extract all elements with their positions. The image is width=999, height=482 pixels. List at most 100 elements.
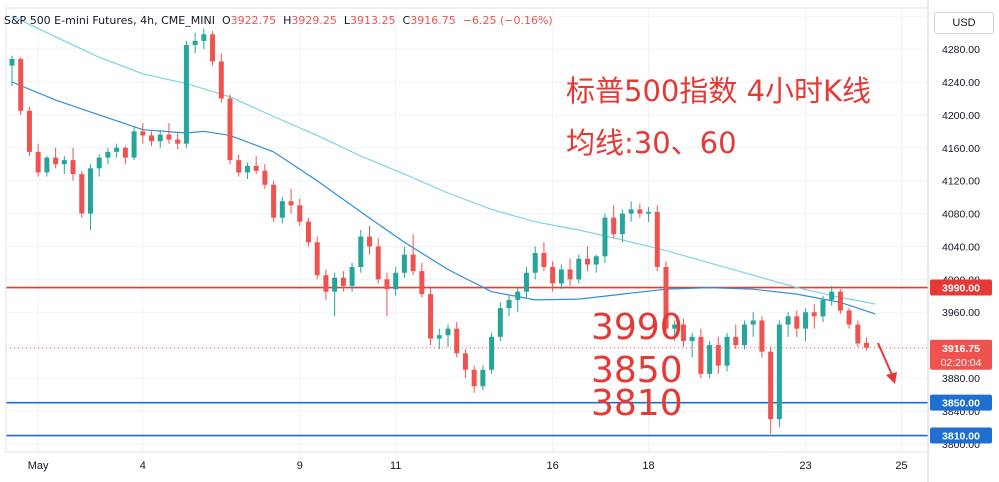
candle-body: [593, 256, 599, 265]
candle-body: [628, 209, 634, 214]
price-tick-label: 4040.00: [942, 241, 980, 253]
candle-body: [480, 369, 486, 387]
axis-labels: 4320.004280.004240.004200.004160.004120.…: [28, 11, 992, 472]
price-tick-label: 4240.00: [942, 77, 980, 89]
candle-body: [18, 58, 24, 111]
price-tick-label: 4160.00: [942, 143, 980, 155]
ma-30-line: [11, 81, 876, 315]
candle-body: [619, 213, 625, 235]
close-value: 3916.75: [410, 14, 456, 27]
price-tick-label: 3960.00: [942, 307, 980, 319]
candle-body: [79, 174, 85, 214]
horizontal-levels: [6, 286, 928, 437]
candle-body: [253, 165, 259, 171]
level-price-tag: [930, 279, 992, 296]
candle-body: [672, 324, 678, 329]
candle-body: [515, 291, 521, 300]
candle-body: [375, 246, 381, 280]
candle-body: [489, 336, 495, 370]
time-tick-label: May: [28, 460, 49, 472]
candle-body: [829, 291, 835, 300]
level-price-tag: [930, 394, 992, 411]
candle-body: [820, 299, 826, 317]
candle-body: [741, 324, 747, 346]
time-tick-label: 25: [895, 460, 907, 472]
time-tick-label: 11: [390, 460, 401, 472]
open-label: O: [221, 14, 231, 27]
candle-body: [454, 328, 460, 354]
price-tick-label: 4200.00: [942, 110, 980, 122]
candle-body: [724, 336, 730, 366]
candle-body: [288, 201, 294, 206]
candle-body: [768, 351, 774, 420]
candle-body: [35, 151, 41, 173]
candle-body: [26, 110, 32, 152]
candle-body: [776, 324, 782, 420]
high-label: H: [283, 14, 292, 27]
candle-body: [175, 139, 181, 144]
candle-body: [759, 320, 765, 352]
candle-body: [523, 272, 529, 292]
candles: [9, 28, 897, 434]
candle-body: [646, 211, 652, 214]
candle-body: [149, 135, 155, 142]
close-label: C: [402, 14, 411, 27]
price-tick-label: 3880.00: [942, 373, 980, 385]
candle-body: [567, 269, 573, 280]
time-tick-label: 9: [297, 460, 303, 472]
price-tick-label: 4120.00: [942, 176, 980, 188]
candle-body: [680, 324, 686, 341]
price-tick-label: 4080.00: [942, 209, 980, 221]
time-tick-label: 4: [140, 460, 146, 472]
candle-body: [131, 131, 137, 158]
candle-body: [419, 271, 425, 295]
candle-body: [733, 336, 739, 346]
candle-body: [166, 134, 172, 140]
candle-body: [794, 316, 800, 329]
candle-body: [506, 299, 512, 309]
annotation-level-3810: 3810: [591, 383, 683, 424]
moving-averages: [11, 15, 876, 315]
chart-title-bar: S&P 500 E-mini Futures, 4h, CME_MINI O 39…: [4, 14, 553, 27]
candle-body: [87, 168, 93, 214]
symbol-name: S&P 500 E-mini Futures, 4h, CME_MINI: [4, 14, 215, 27]
candle-body: [855, 324, 861, 344]
candle-body: [96, 157, 102, 169]
low-value: 3913.25: [350, 14, 396, 27]
candle-body: [750, 320, 756, 325]
annotation-ma: 均线:30、60: [566, 126, 737, 160]
candle-body: [837, 291, 843, 311]
candle-body: [550, 267, 556, 284]
candle-body: [105, 151, 111, 158]
candle-body: [227, 98, 233, 161]
annotation-level-3850: 3850: [591, 350, 683, 391]
candle-body: [864, 342, 870, 348]
candle-body: [497, 308, 503, 337]
candle-body: [367, 236, 373, 247]
candle-body: [53, 157, 59, 165]
time-tick-label: 16: [547, 460, 559, 472]
time-tick-label: 23: [799, 460, 811, 472]
annotation-level-3990: 3990: [591, 307, 683, 348]
trend-arrow-icon: [877, 342, 894, 378]
candle-body: [689, 336, 695, 341]
countdown-label: 02:20:04: [941, 357, 982, 369]
candle-body: [192, 40, 198, 45]
candle-body: [262, 170, 268, 185]
low-label: L: [343, 14, 351, 27]
grid: [6, 8, 928, 452]
candle-body: [157, 134, 163, 142]
candle-body: [9, 58, 15, 66]
candle-body: [340, 277, 346, 286]
candle-body: [314, 242, 320, 276]
candle-body: [541, 253, 547, 267]
candle-body: [201, 34, 207, 41]
candle-body: [715, 345, 721, 366]
axes: [5, 0, 929, 482]
candle-body: [410, 254, 416, 272]
candle-body: [218, 61, 224, 99]
candle-body: [140, 131, 146, 136]
currency-button[interactable]: USD: [934, 12, 994, 34]
